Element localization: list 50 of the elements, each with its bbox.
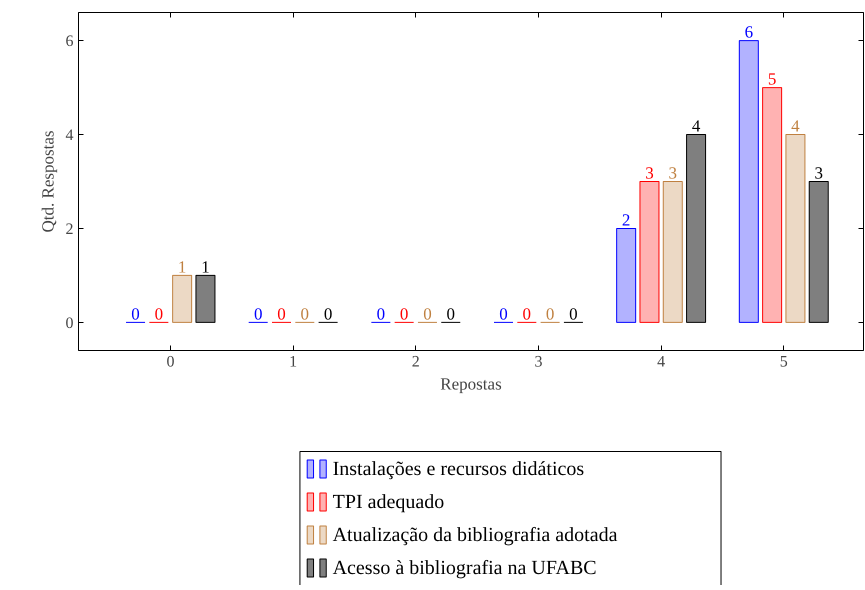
data-label: 0 <box>131 304 140 324</box>
data-label: 3 <box>668 164 678 182</box>
bar <box>808 181 829 323</box>
data-label: 4 <box>791 116 800 136</box>
y-tick-label: 0 <box>66 314 74 332</box>
y-axis-title: Qtd. Respostas <box>38 130 58 232</box>
data-label: 0 <box>376 304 386 324</box>
x-tick-label: 0 <box>166 354 174 370</box>
data-label: 4 <box>692 116 701 136</box>
data-label: 0 <box>400 304 408 324</box>
data-label: 0 <box>522 304 532 324</box>
legend-label: Atualização da bibliografia adotada <box>332 524 618 546</box>
data-label: 0 <box>254 304 262 324</box>
data-label: 0 <box>446 304 456 324</box>
y-tick-label: 6 <box>66 33 74 50</box>
data-label: 5 <box>768 70 776 89</box>
bar <box>172 274 192 323</box>
data-label: 3 <box>814 164 823 182</box>
bar <box>738 40 759 323</box>
y-tick-label: 4 <box>66 127 74 144</box>
bar <box>639 181 660 323</box>
data-label: 2 <box>622 210 630 230</box>
x-tick-label: 5 <box>780 354 788 370</box>
data-label: 3 <box>645 164 654 182</box>
bar <box>195 274 216 323</box>
x-tick-label: 1 <box>289 354 298 370</box>
data-label: 0 <box>546 304 554 324</box>
bar <box>662 181 683 323</box>
y-tick-label: 2 <box>66 220 74 238</box>
bar <box>616 228 636 323</box>
data-label: 0 <box>423 304 432 324</box>
data-label: 0 <box>569 304 578 324</box>
x-tick-label: 2 <box>412 354 420 370</box>
legend-label: TPI adequado <box>332 491 444 513</box>
data-label: 0 <box>499 304 508 324</box>
data-label: 1 <box>201 257 210 276</box>
data-label: 0 <box>300 304 310 324</box>
data-label: 6 <box>744 22 754 42</box>
bar <box>785 134 806 323</box>
bar <box>686 134 706 323</box>
data-label: 0 <box>324 304 332 324</box>
data-label: 0 <box>154 304 164 324</box>
bar <box>762 87 782 323</box>
x-tick-label: 3 <box>534 354 542 370</box>
data-label: 1 <box>178 257 186 276</box>
x-axis-title: Repostas <box>440 374 502 394</box>
legend-label: Acesso à bibliografia na UFABC <box>332 557 597 579</box>
data-label: 0 <box>277 304 286 324</box>
x-tick-label: 4 <box>657 354 666 370</box>
legend-label: Instalações e recursos didáticos <box>332 458 584 480</box>
